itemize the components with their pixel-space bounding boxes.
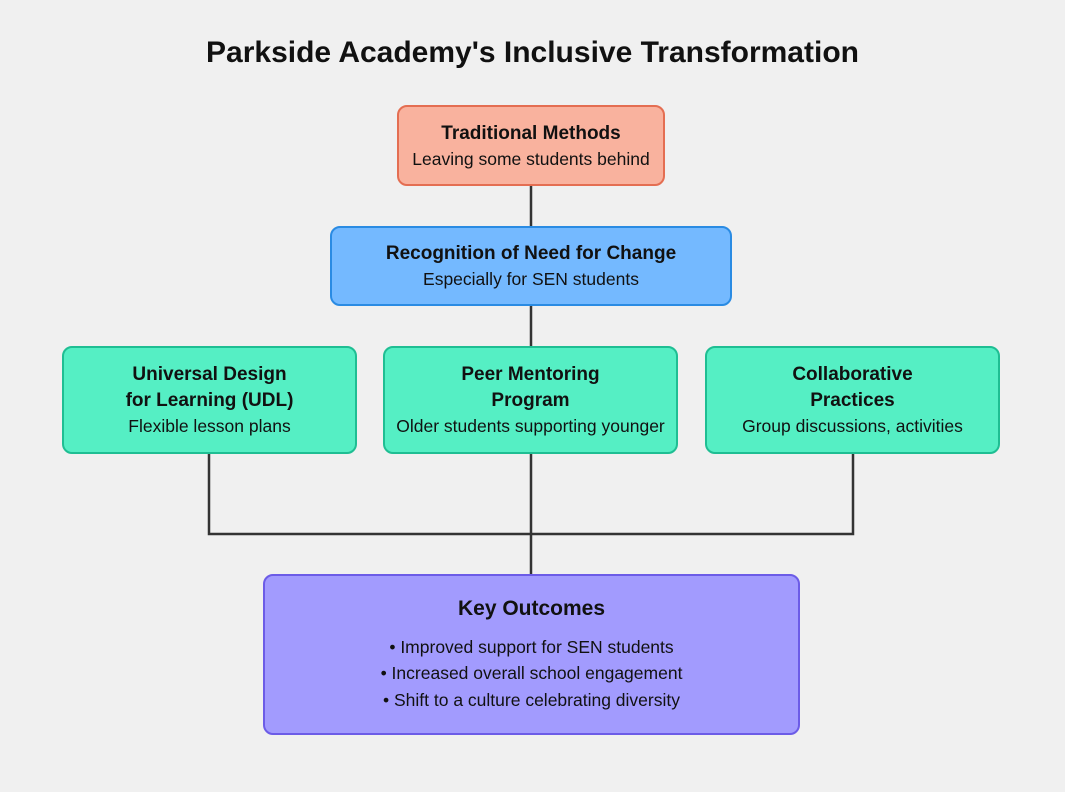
node-heading: Key Outcomes (457, 596, 606, 620)
node-detail: Flexible lesson plans (128, 416, 291, 436)
node-collaborative-practices: Collaborative Practices Group discussion… (705, 346, 1000, 454)
node-heading-line-2: Program (491, 390, 570, 411)
outcome-item: • Shift to a culture celebrating diversi… (383, 689, 680, 710)
node-traditional-methods: Traditional Methods Leaving some student… (397, 105, 665, 186)
node-universal-design-for-learning: Universal Design for Learning (UDL) Flex… (62, 346, 357, 454)
node-heading-line-1: Collaborative (792, 364, 913, 385)
node-peer-mentoring-program: Peer Mentoring Program Older students su… (383, 346, 678, 454)
node-detail: Older students supporting younger (396, 416, 665, 436)
node-heading-line-2: Practices (810, 390, 895, 411)
node-recognition-of-need: Recognition of Need for Change Especiall… (330, 226, 732, 306)
connector-udl-merge (207, 454, 531, 536)
node-heading: Recognition of Need for Change (385, 243, 677, 264)
node-key-outcomes: Key Outcomes • Improved support for SEN … (263, 574, 800, 735)
node-detail: Group discussions, activities (742, 416, 963, 436)
diagram-title: Parkside Academy's Inclusive Transformat… (206, 36, 859, 69)
outcomes-list: • Improved support for SEN students • In… (381, 634, 683, 714)
node-detail: Leaving some students behind (412, 148, 650, 169)
node-heading-line-1: Peer Mentoring (461, 364, 600, 385)
outcome-item: • Increased overall school engagement (380, 663, 683, 684)
node-heading-line-2: for Learning (UDL) (125, 390, 294, 411)
connector-collab-merge (531, 454, 855, 536)
node-heading-line-1: Universal Design (132, 364, 287, 385)
outcome-item: • Improved support for SEN students (389, 636, 674, 657)
node-detail: Especially for SEN students (423, 269, 639, 289)
node-heading: Traditional Methods (441, 122, 621, 144)
